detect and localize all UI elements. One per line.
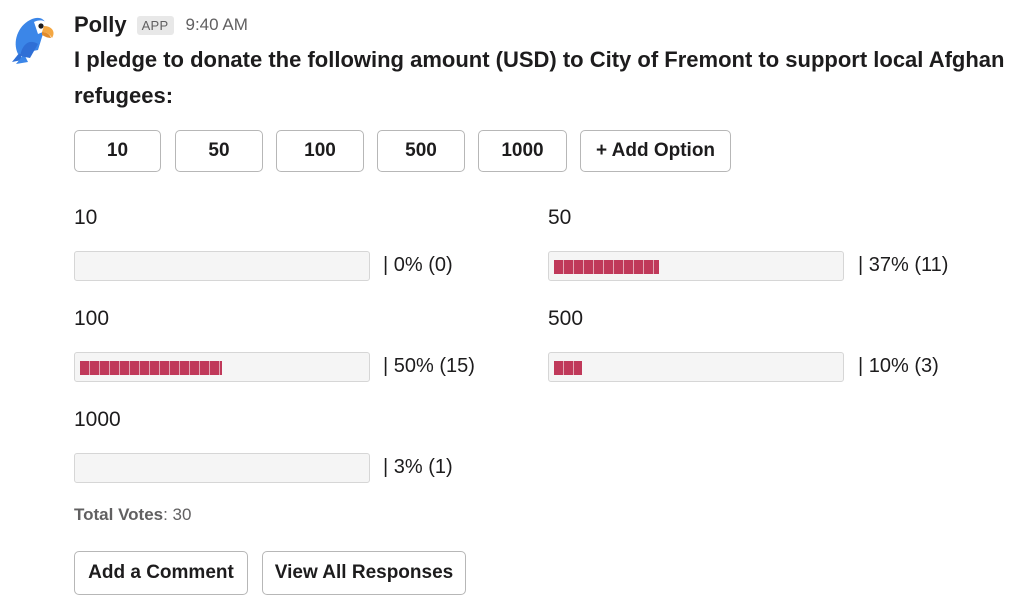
result-stat-10: | 0% (0) [383, 254, 453, 276]
view-all-responses-button[interactable]: View All Responses [262, 551, 466, 595]
add-comment-button[interactable]: Add a Comment [74, 551, 248, 595]
result-label-10: 10 [74, 206, 98, 229]
parrot-avatar-icon[interactable] [8, 14, 58, 66]
result-label-1000: 1000 [74, 408, 121, 431]
total-votes: Total Votes: 30 [74, 505, 191, 525]
result-stat-50: | 37% (11) [858, 254, 949, 276]
result-label-50: 50 [548, 206, 572, 229]
result-stat-1000: | 3% (1) [383, 456, 453, 478]
result-bar-1000 [74, 453, 370, 483]
vote-option-500-button[interactable]: 500 [377, 130, 465, 172]
result-label-100: 100 [74, 307, 110, 330]
result-bar-fill-100 [80, 361, 222, 375]
result-label-500: 500 [548, 307, 584, 330]
result-bar-fill-500 [554, 361, 582, 375]
vote-option-50-button[interactable]: 50 [175, 130, 263, 172]
total-votes-value: : 30 [163, 505, 192, 524]
message-timestamp[interactable]: 9:40 AM [185, 15, 248, 34]
vote-option-1000-button[interactable]: 1000 [478, 130, 567, 172]
add-option-button[interactable]: + Add Option [580, 130, 731, 172]
poll-question: I pledge to donate the following amount … [74, 47, 1005, 108]
result-bar-10 [74, 251, 370, 281]
result-bar-fill-50 [554, 260, 659, 274]
result-bar-500 [548, 352, 844, 382]
result-stat-100: | 50% (15) [383, 355, 475, 377]
total-votes-label: Total Votes [74, 505, 164, 524]
result-bar-100 [74, 352, 370, 382]
app-badge: APP [136, 15, 174, 35]
result-bar-50 [548, 251, 844, 281]
message-header: Polly APP 9:40 AM [74, 8, 248, 42]
vote-option-10-button[interactable]: 10 [74, 130, 161, 172]
result-stat-500: | 10% (3) [858, 355, 939, 377]
sender-name[interactable]: Polly [74, 12, 127, 37]
vote-option-100-button[interactable]: 100 [276, 130, 364, 172]
